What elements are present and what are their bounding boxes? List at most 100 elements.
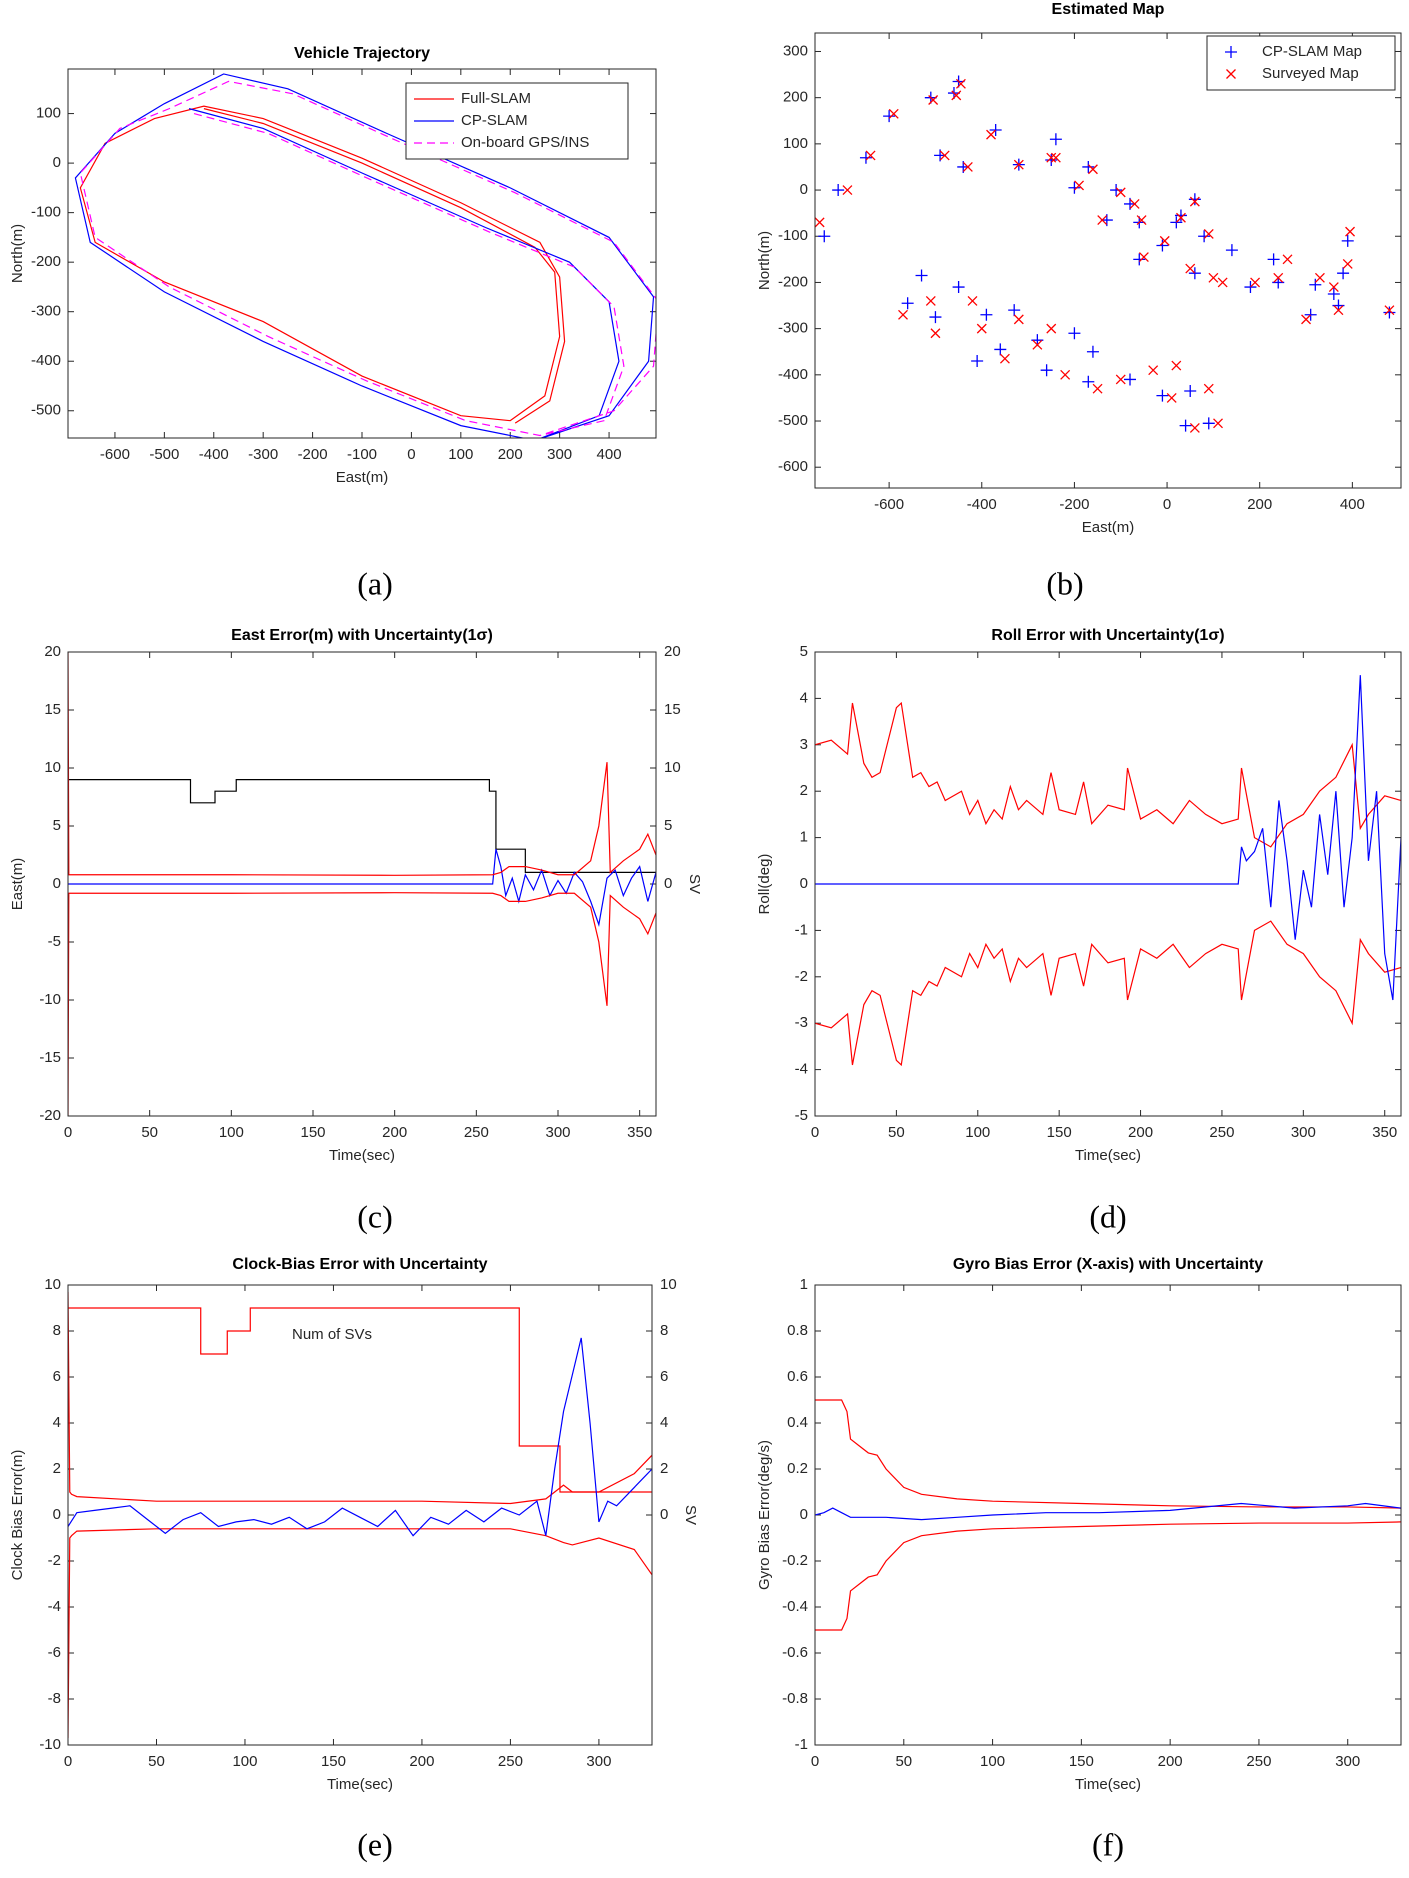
x-axis-label: Time(sec)	[329, 1147, 395, 1164]
y-tick-label: 8	[53, 1322, 61, 1339]
panel-caption: (e)	[357, 1826, 393, 1862]
x-tick-label: 200	[1158, 1753, 1183, 1770]
x-tick-label: 300	[547, 446, 572, 463]
panel-caption: (f)	[1092, 1826, 1124, 1862]
marker	[1124, 373, 1136, 386]
marker	[1383, 306, 1396, 319]
series-line	[68, 652, 656, 876]
legend-label: On-board GPS/INS	[461, 134, 589, 151]
marker	[1213, 418, 1223, 429]
series-line	[68, 1307, 652, 1493]
x-tick-label: 300	[1291, 1124, 1316, 1141]
legend-marker	[1225, 46, 1237, 58]
series-line	[68, 1291, 652, 1505]
axes-background	[815, 1285, 1401, 1745]
y-tick-label: -300	[31, 303, 61, 320]
x-tick-label: 300	[586, 1753, 611, 1770]
marker	[1333, 305, 1344, 316]
x-tick-label: -400	[967, 496, 997, 513]
legend-label: CP-SLAM Map	[1262, 43, 1362, 60]
y-tick-label: 0.6	[787, 1368, 808, 1385]
marker	[1115, 374, 1126, 385]
y-tick-label: -3	[795, 1014, 808, 1031]
x-tick-label: 150	[321, 1753, 346, 1770]
y-tick-label: -0.8	[782, 1690, 808, 1707]
x-tick-label: 400	[597, 446, 622, 463]
y-tick-label: 15	[44, 701, 61, 718]
y-tick-label: 0.4	[787, 1414, 808, 1431]
y-tick-label: 0.2	[787, 1460, 808, 1477]
plot-area	[815, 75, 1396, 433]
x-tick-label: 0	[811, 1124, 819, 1141]
legend-label: Surveyed Map	[1262, 65, 1359, 82]
marker	[1156, 239, 1169, 252]
chart-title: East Error(m) with Uncertainty(1σ)	[231, 627, 493, 644]
marker	[1156, 389, 1169, 402]
y2-tick-label: 0	[664, 875, 672, 892]
x-tick-label: 50	[888, 1124, 905, 1141]
marker	[888, 108, 899, 119]
marker	[1046, 323, 1057, 334]
y-tick-label: -100	[31, 204, 61, 221]
series-line	[68, 1528, 652, 1739]
marker	[1198, 230, 1211, 243]
y-tick-label: 100	[36, 105, 61, 122]
marker	[1304, 308, 1317, 321]
marker	[1060, 369, 1071, 380]
marker	[859, 151, 872, 164]
x-tick-label: 100	[980, 1753, 1005, 1770]
y-tick-label: 0	[800, 875, 808, 892]
axes-frame	[67, 651, 657, 1117]
marker	[1342, 259, 1353, 269]
y-tick-label: 2	[800, 782, 808, 799]
y-tick-label: 4	[53, 1414, 61, 1431]
y-tick-label: 0	[53, 1506, 61, 1523]
y2-tick-label: 4	[660, 1414, 668, 1431]
axes-background	[815, 33, 1401, 488]
y2-tick-label: 10	[664, 759, 681, 776]
marker	[1188, 267, 1201, 280]
y-tick-label: -500	[31, 402, 61, 419]
marker	[928, 95, 939, 105]
marker	[1136, 215, 1147, 226]
x-tick-label: 100	[219, 1124, 244, 1141]
x-tick-label: -300	[248, 446, 278, 463]
y2-axis-label: SV	[682, 1505, 699, 1525]
y-tick-label: -2	[48, 1552, 61, 1569]
x-tick-label: -200	[1059, 496, 1089, 513]
x-tick-label: -500	[149, 446, 179, 463]
x-tick-label: 250	[464, 1124, 489, 1141]
x-tick-label: 250	[1209, 1124, 1234, 1141]
x-tick-label: -600	[100, 446, 130, 463]
x-tick-label: 250	[498, 1753, 523, 1770]
y2-tick-label: 20	[664, 643, 681, 660]
marker	[1185, 263, 1196, 274]
marker	[1159, 235, 1170, 246]
y-tick-label: -400	[778, 366, 808, 383]
y2-tick-label: 8	[660, 1322, 668, 1339]
marker	[1068, 327, 1081, 340]
marker	[832, 184, 845, 197]
marker	[1046, 152, 1057, 163]
x-tick-label: 50	[141, 1124, 158, 1141]
x-tick-label: 300	[1335, 1753, 1360, 1770]
axes-frame	[67, 68, 657, 439]
marker	[1045, 154, 1058, 167]
y-tick-label: 1	[800, 829, 808, 846]
marker	[883, 110, 896, 123]
marker	[955, 78, 966, 89]
y-tick-label: -600	[778, 458, 808, 475]
series-line	[74, 73, 655, 438]
y2-tick-label: 15	[664, 701, 681, 718]
marker	[901, 297, 914, 310]
chart-title: Gyro Bias Error (X-axis) with Uncertaint…	[953, 1256, 1263, 1273]
marker	[1086, 345, 1099, 358]
chart-title: Estimated Map	[1052, 1, 1165, 18]
marker	[1189, 196, 1200, 207]
marker	[930, 328, 941, 339]
marker	[967, 295, 978, 306]
marker	[1267, 253, 1280, 266]
x-tick-label: 350	[627, 1124, 652, 1141]
marker	[1217, 277, 1228, 288]
